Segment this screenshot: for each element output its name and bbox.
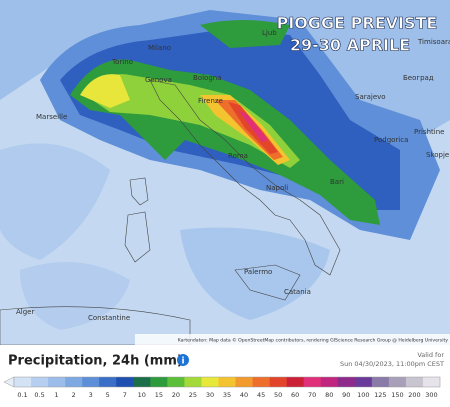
legend-tick-label: 70 [308, 391, 316, 399]
map-title: PIOGGE PREVISTE [277, 14, 438, 33]
legend-tick-label: 40 [240, 391, 248, 399]
legend-swatch [303, 377, 322, 387]
city-label: Ljub [262, 29, 277, 37]
legend-swatch [269, 377, 287, 387]
city-label: Bologna [193, 74, 221, 82]
legend-swatch [116, 377, 134, 387]
city-label: Marseille [36, 113, 67, 121]
legend-swatch [201, 377, 219, 387]
colorbar: 0.1 0.5 1 2 3 5 7 10 15 20 25 30 35 40 45 50 60 70 80 90 100… [3, 376, 441, 399]
legend-tick-label: 20 [172, 391, 180, 399]
city-label: Roma [228, 152, 248, 160]
legend-tick-label: 90 [342, 391, 350, 399]
legend-tick-label: 25 [189, 391, 197, 399]
valid-time: Sun 04/30/2023, 11:00pm CEST [340, 360, 444, 368]
colorbar-arrow [3, 376, 15, 388]
legend-tick-label: 125 [374, 391, 386, 399]
legend-swatch [82, 377, 100, 387]
city-label: Constantine [88, 314, 130, 322]
legend-tick-label: 100 [357, 391, 369, 399]
legend-swatch [133, 377, 151, 387]
city-label: Prishtine [414, 128, 444, 136]
legend-swatch [14, 377, 32, 387]
city-label: Alger [16, 308, 34, 316]
legend-tick-label: 150 [391, 391, 403, 399]
city-label: Podgorica [374, 136, 408, 144]
legend-tick-label: 45 [257, 391, 265, 399]
legend-swatch [167, 377, 185, 387]
legend-tick-label: 200 [408, 391, 420, 399]
city-label: Sarajevo [355, 93, 386, 101]
city-label: Timisoara [417, 38, 450, 46]
legend-tick-label: 2 [72, 391, 76, 399]
legend-tick-label: 0.1 [17, 391, 27, 399]
legend-tick-label: 7 [123, 391, 127, 399]
legend-tick-label: 10 [138, 391, 146, 399]
attribution: Kartendaten: Map data © OpenStreetMap co… [178, 337, 449, 344]
city-label: Catania [284, 288, 311, 296]
colorbar-frame [13, 376, 441, 388]
map: Ljub Milano Torino Genova Bologna Firenz… [0, 0, 450, 345]
legend-swatch [65, 377, 83, 387]
legend-tick-label: 15 [155, 391, 163, 399]
city-label: Bari [330, 178, 344, 186]
legend-tick-label: 0.5 [34, 391, 44, 399]
legend-tick-label: 80 [325, 391, 333, 399]
legend-swatch [150, 377, 168, 387]
legend-tick-label: 300 [425, 391, 437, 399]
legend-swatch [31, 377, 49, 387]
city-label: Napoli [266, 184, 288, 192]
valid-label: Valid for [417, 351, 444, 359]
city-label: Firenze [198, 97, 223, 105]
legend-swatch [371, 377, 390, 387]
legend-swatch [320, 377, 339, 387]
city-label: Skopje [426, 151, 449, 159]
legend-tick-label: 60 [291, 391, 299, 399]
city-label: Београд [403, 74, 434, 82]
legend-tick-label: 1 [55, 391, 59, 399]
legend-swatch [286, 377, 304, 387]
info-icon[interactable] [177, 354, 189, 366]
legend-tick-label: 30 [206, 391, 214, 399]
legend-swatch [184, 377, 202, 387]
legend-swatch [388, 377, 407, 387]
legend-swatch [354, 377, 373, 387]
legend-swatch [99, 377, 117, 387]
legend-swatch [337, 377, 356, 387]
legend-tick-label: 3 [89, 391, 93, 399]
city-label: Genova [145, 76, 172, 84]
map-subtitle: 29-30 APRILE [290, 36, 410, 55]
legend-tick-label: 50 [274, 391, 282, 399]
legend-swatch [235, 377, 253, 387]
legend-swatch [48, 377, 66, 387]
legend-swatch [422, 377, 441, 387]
city-label: Milano [148, 44, 171, 52]
city-label: Torino [111, 58, 133, 66]
city-label: Palermo [244, 268, 272, 276]
legend-swatch [252, 377, 270, 387]
legend-title: Precipitation, 24h (mm) [8, 354, 183, 369]
legend-swatch [405, 377, 424, 387]
legend-tick-label: 5 [106, 391, 110, 399]
legend-tick-label: 35 [223, 391, 231, 399]
info-icon-glyph: i [181, 357, 184, 367]
legend-swatch [218, 377, 236, 387]
